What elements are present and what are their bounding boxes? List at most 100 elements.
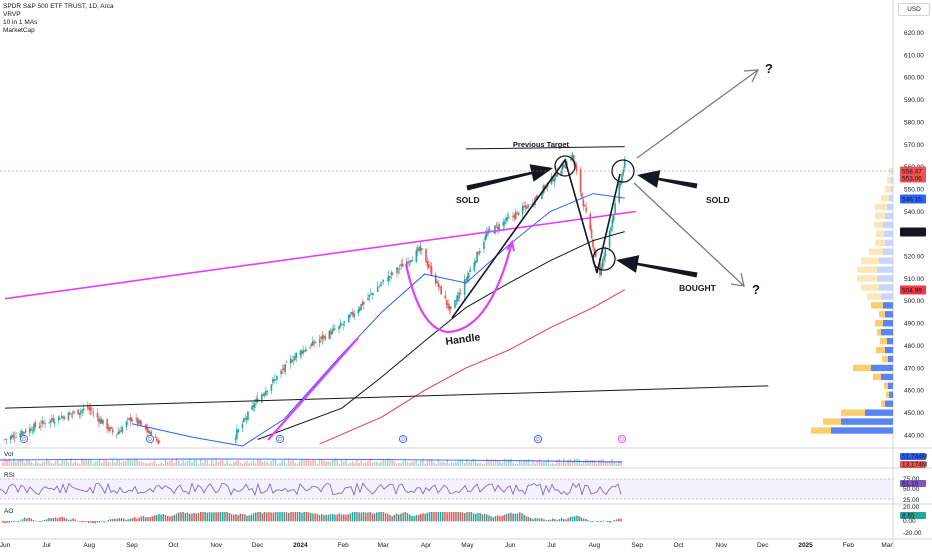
candle-body	[304, 351, 306, 352]
ao-bar	[268, 512, 270, 521]
volume-profile-bar	[889, 392, 893, 398]
volume-profile-bar	[879, 257, 893, 263]
volume-bar	[292, 459, 294, 466]
ao-bar	[11, 521, 13, 522]
x-tick-label: Apr	[421, 542, 432, 549]
ao-bar	[372, 513, 374, 521]
y-tick-label: 520.00	[904, 254, 924, 261]
ao-bar	[506, 514, 508, 521]
volume-bar	[477, 463, 479, 466]
candle-body	[377, 287, 379, 292]
candle-body	[146, 427, 148, 432]
candle-body	[371, 293, 373, 295]
ao-bar	[308, 512, 310, 521]
dividend-marker-letter: D	[536, 437, 540, 443]
volume-bar	[154, 460, 156, 466]
volume-bar	[339, 464, 341, 466]
ao-bar	[158, 514, 160, 521]
candle-body	[602, 260, 604, 269]
candle-body	[271, 384, 273, 390]
symbol-title[interactable]: SPDR S&P 500 ETF TRUST, 1D, Arca	[3, 3, 114, 11]
y-tick-label: 610.00	[904, 52, 924, 59]
volume-profile-bar	[886, 392, 889, 398]
volume-bar	[559, 459, 561, 466]
candle-body	[479, 251, 481, 253]
volume-bar	[354, 463, 356, 466]
volume-bar	[600, 459, 602, 466]
candle-body	[10, 436, 12, 439]
volume-bar	[493, 460, 495, 466]
ao-bar	[222, 512, 224, 521]
volume-profile-bar	[884, 383, 888, 389]
volume-bar	[605, 462, 607, 466]
price-tag-value: 546.15	[902, 196, 922, 203]
indicator-vrvp[interactable]: VRVP	[3, 11, 114, 19]
candle-body	[464, 279, 466, 295]
y-tick-label: 550.00	[904, 186, 924, 193]
candle-body	[276, 376, 278, 380]
volume-bar	[127, 460, 128, 466]
candle-body	[236, 430, 238, 439]
candle-body	[25, 430, 27, 432]
ao-bar	[422, 513, 424, 521]
ao-bar	[224, 512, 226, 521]
volume-profile-bar	[876, 231, 884, 237]
volume-profile-bar	[877, 266, 893, 272]
indicator-marketcap[interactable]: MarketCap	[3, 27, 114, 35]
volume-bar	[160, 462, 162, 466]
candle-body	[330, 332, 332, 335]
candle-body	[257, 398, 259, 402]
candle-body	[370, 294, 372, 295]
ao-bar	[495, 516, 497, 521]
volume-bar	[433, 462, 435, 466]
volume-bar	[418, 464, 420, 466]
question-down-label: ?	[752, 282, 760, 297]
volume-bar	[209, 464, 211, 466]
volume-bar	[2, 462, 4, 466]
currency-button[interactable]: USD	[898, 3, 930, 16]
indicator-mas[interactable]: 10 in 1 MAs	[3, 19, 114, 27]
ao-bar	[64, 518, 66, 522]
ao-bar	[273, 512, 275, 521]
ao-bar	[446, 512, 448, 521]
ao-bar	[347, 514, 349, 521]
ao-bar	[44, 520, 46, 521]
ao-bar	[317, 514, 319, 521]
ao-bar	[530, 518, 532, 521]
candle-body	[156, 439, 158, 441]
candle-body	[261, 395, 263, 403]
ao-bar	[246, 516, 248, 522]
ao-bar	[292, 512, 294, 521]
ao-bar	[367, 512, 369, 521]
volume-value: 13.174M	[902, 462, 927, 469]
candle-body	[120, 430, 122, 431]
candle-body	[24, 432, 26, 433]
volume-profile-bar	[879, 284, 893, 290]
volume-bar	[530, 464, 532, 466]
ao-bar	[37, 521, 39, 522]
candle-body	[39, 426, 41, 428]
ao-bar	[567, 518, 569, 521]
ao-bar	[339, 513, 341, 521]
candle-body	[99, 419, 101, 423]
ao-bar	[286, 512, 288, 521]
volume-profile-bar	[853, 365, 871, 371]
volume-profile-bar	[880, 338, 887, 344]
ao-bar	[407, 513, 409, 521]
x-tick-label: Aug	[589, 542, 601, 549]
candle-body	[73, 411, 75, 413]
candle-body	[264, 394, 266, 396]
candle-body	[14, 437, 16, 438]
candle-body	[468, 273, 470, 278]
volume-bar	[136, 458, 138, 466]
volume-bar	[306, 459, 308, 466]
volume-profile-bar	[888, 383, 893, 389]
volume-bar	[68, 463, 70, 466]
price-tag-value: 553.06	[902, 175, 922, 182]
ao-bar	[418, 515, 420, 521]
candle-body	[489, 229, 491, 231]
question-up-label: ?	[765, 61, 773, 76]
ao-bar	[231, 514, 233, 521]
